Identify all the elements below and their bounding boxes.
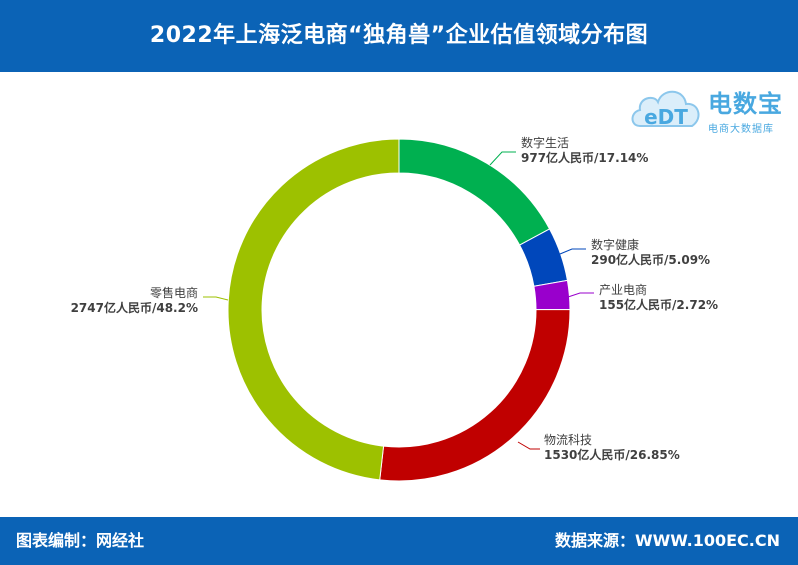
slices-group	[227, 138, 571, 482]
leader-line-3	[567, 292, 594, 298]
slice-value-label-5: 2747亿人民币/48.2%	[71, 300, 198, 315]
slice-name-label-1: 数字生活	[521, 135, 569, 150]
header-bar	[0, 0, 798, 72]
chart-title: 2022年上海泛电商“独角兽”企业估值领域分布图	[149, 23, 649, 48]
leader-line-1	[489, 151, 516, 166]
cloud-logo-icon: eDT	[631, 90, 700, 129]
leader-lines-group	[203, 151, 594, 450]
labels-group: 数字生活977亿人民币/17.14%数字健康290亿人民币/5.09%产业电商1…	[71, 135, 719, 462]
slice-name-label-2: 数字健康	[591, 237, 639, 252]
slice-value-label-4: 1530亿人民币/26.85%	[544, 447, 680, 462]
slice-value-label-3: 155亿人民币/2.72%	[599, 297, 718, 312]
leader-line-2	[559, 248, 586, 255]
slice-value-label-1: 977亿人民币/17.14%	[521, 150, 648, 165]
slice-value-label-2: 290亿人民币/5.09%	[591, 252, 710, 267]
logo-subtitle: 电商大数据库	[708, 124, 774, 135]
logo: eDT 电数宝 电商大数据库	[628, 78, 794, 138]
slice-name-label-3: 产业电商	[599, 282, 647, 297]
slice-5	[227, 138, 400, 481]
footer-credit: 图表编制：网经社	[16, 531, 145, 550]
slice-4	[379, 308, 571, 482]
footer-bar	[0, 517, 798, 565]
leader-line-5	[203, 296, 229, 301]
slice-name-label-4: 物流科技	[544, 433, 592, 447]
slice-name-label-5: 零售电商	[150, 285, 198, 300]
leader-line-4	[517, 441, 540, 450]
logo-mark: eDT	[644, 105, 688, 129]
footer-source: 数据来源：WWW.100EC.CN	[554, 531, 780, 550]
logo-name: 电数宝	[708, 90, 783, 118]
